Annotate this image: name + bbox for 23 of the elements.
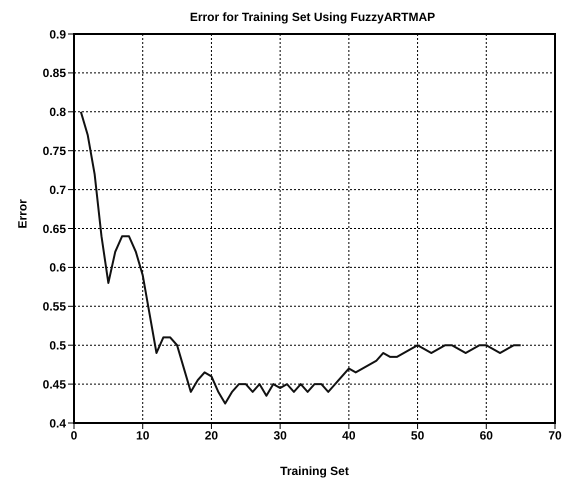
x-tick-label: 60 — [480, 428, 494, 443]
x-tick-label: 30 — [273, 428, 288, 443]
x-tick-label: 40 — [342, 428, 356, 443]
y-tick-label: 0.5 — [49, 338, 66, 352]
chart-title: Error for Training Set Using FuzzyARTMAP — [188, 10, 436, 24]
y-tick-label: 0.4 — [49, 416, 66, 430]
y-tick-label: 0.45 — [42, 377, 66, 392]
x-tick-label: 0 — [70, 428, 78, 443]
x-tick-label: 10 — [136, 428, 150, 443]
y-tick-label: 0.7 — [49, 182, 66, 197]
y-tick-label: 0.65 — [42, 222, 66, 236]
x-tick-label: 20 — [204, 428, 218, 443]
y-tick-label: 0.8 — [49, 105, 66, 120]
line-series — [80, 110, 522, 405]
x-tick-label: 50 — [410, 428, 425, 443]
y-tick-label: 0.85 — [42, 66, 66, 80]
y-tick-label: 0.55 — [42, 300, 66, 314]
x-tick-label: 70 — [548, 428, 562, 443]
y-tick-label: 0.9 — [49, 27, 66, 42]
x-axis-title: Training Set — [280, 464, 349, 478]
y-tick-label: 0.75 — [42, 144, 66, 158]
y-axis-title: Error — [15, 198, 30, 228]
y-tick-label: 0.6 — [49, 260, 66, 275]
